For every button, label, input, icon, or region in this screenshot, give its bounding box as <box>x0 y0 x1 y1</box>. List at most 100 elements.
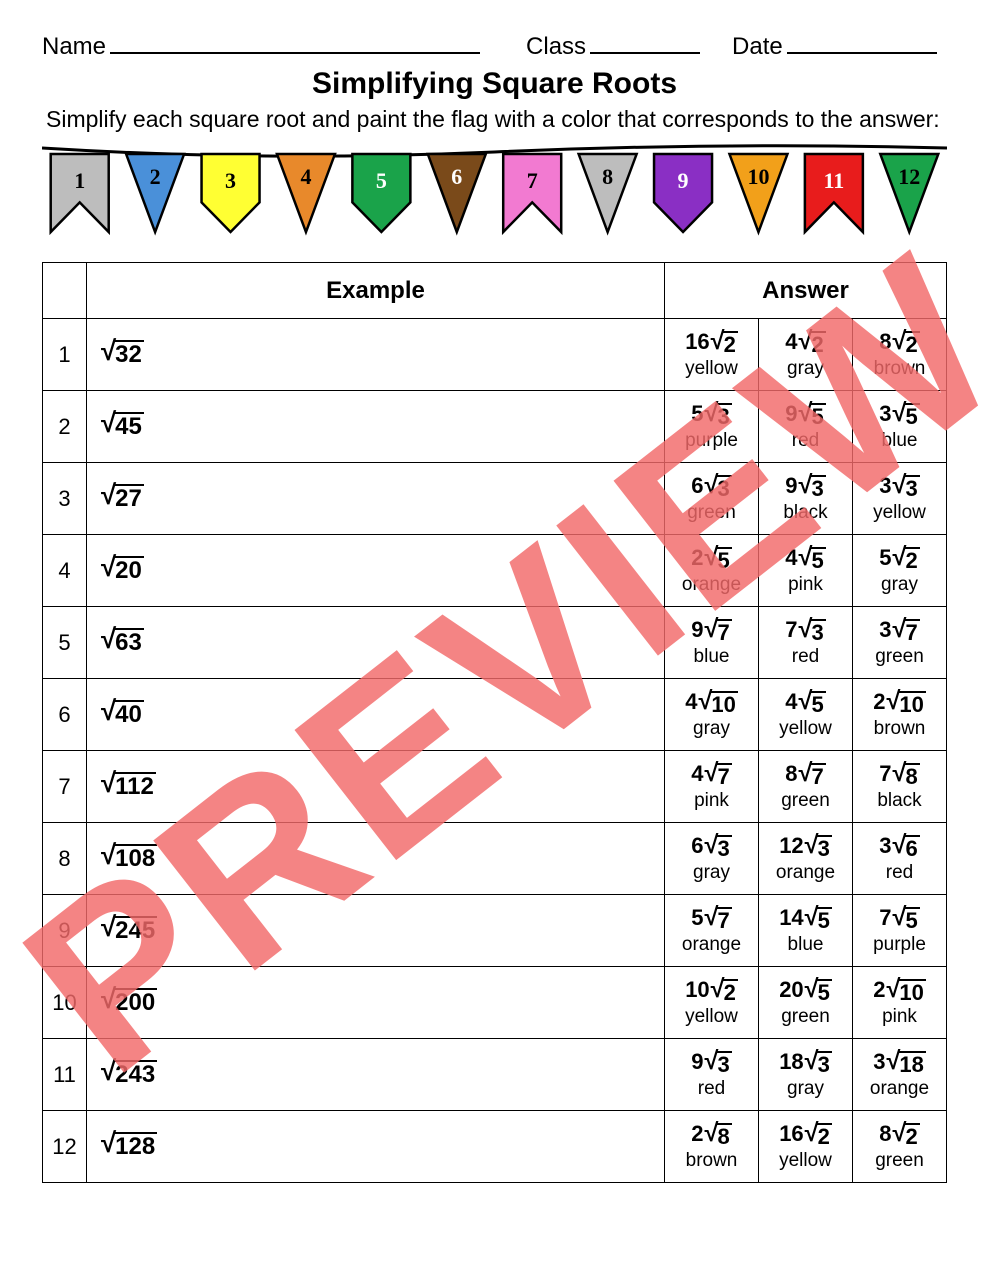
answer-option[interactable]: 6√3green <box>665 463 759 535</box>
row-number: 10 <box>43 967 87 1039</box>
row-number: 1 <box>43 319 87 391</box>
header-answer: Answer <box>665 263 947 319</box>
answer-option[interactable]: 18√3gray <box>759 1039 853 1111</box>
answer-option[interactable]: 7√8black <box>853 751 947 823</box>
row-number: 11 <box>43 1039 87 1111</box>
answer-option[interactable]: 12√3orange <box>759 823 853 895</box>
table-row: 2√455√3purple9√5red3√5blue <box>43 391 947 463</box>
row-number: 9 <box>43 895 87 967</box>
example-cell: √243 <box>87 1039 665 1111</box>
flag-number: 7 <box>527 168 538 193</box>
flag-9 <box>654 154 712 232</box>
name-blank[interactable] <box>110 28 480 54</box>
example-cell: √245 <box>87 895 665 967</box>
example-cell: √200 <box>87 967 665 1039</box>
instructions: Simplify each square root and paint the … <box>46 105 947 134</box>
worksheet-table: Example Answer 1√3216√2yellow4√2gray8√2b… <box>42 262 947 1183</box>
page-title: Simplifying Square Roots <box>42 67 947 101</box>
row-number: 4 <box>43 535 87 607</box>
row-number: 3 <box>43 463 87 535</box>
row-number: 2 <box>43 391 87 463</box>
answer-option[interactable]: 4√5pink <box>759 535 853 607</box>
table-row: 3√276√3green9√3black3√3yellow <box>43 463 947 535</box>
table-row: 10√20010√2yellow20√5green2√10pink <box>43 967 947 1039</box>
answer-option[interactable]: 2√10brown <box>853 679 947 751</box>
answer-option[interactable]: 16√2yellow <box>759 1111 853 1183</box>
answer-option[interactable]: 9√3black <box>759 463 853 535</box>
example-cell: √112 <box>87 751 665 823</box>
flag-number: 6 <box>451 164 462 189</box>
table-row: 1√3216√2yellow4√2gray8√2brown <box>43 319 947 391</box>
answer-option[interactable]: 5√7orange <box>665 895 759 967</box>
header-fields: Name Class Date <box>42 28 947 61</box>
table-row: 11√2439√3red18√3gray3√18orange <box>43 1039 947 1111</box>
answer-option[interactable]: 3√18orange <box>853 1039 947 1111</box>
flag-number: 11 <box>823 168 844 193</box>
example-cell: √45 <box>87 391 665 463</box>
row-number: 6 <box>43 679 87 751</box>
flag-number: 8 <box>602 164 613 189</box>
answer-option[interactable]: 4√2gray <box>759 319 853 391</box>
answer-option[interactable]: 2√10pink <box>853 967 947 1039</box>
answer-option[interactable]: 9√5red <box>759 391 853 463</box>
example-cell: √108 <box>87 823 665 895</box>
answer-option[interactable]: 8√7green <box>759 751 853 823</box>
table-header-row: Example Answer <box>43 263 947 319</box>
answer-option[interactable]: 7√3red <box>759 607 853 679</box>
flag-11 <box>805 154 863 232</box>
example-cell: √63 <box>87 607 665 679</box>
flag-number: 10 <box>747 164 769 189</box>
flag-number: 9 <box>678 168 689 193</box>
table-row: 12√1282√8brown16√2yellow8√2green <box>43 1111 947 1183</box>
answer-option[interactable]: 20√5green <box>759 967 853 1039</box>
answer-option[interactable]: 2√5orange <box>665 535 759 607</box>
answer-option[interactable]: 6√3gray <box>665 823 759 895</box>
answer-option[interactable]: 3√7green <box>853 607 947 679</box>
answer-option[interactable]: 5√2gray <box>853 535 947 607</box>
flag-7 <box>503 154 561 232</box>
flag-number: 2 <box>150 164 161 189</box>
row-number: 7 <box>43 751 87 823</box>
flag-number: 1 <box>74 168 85 193</box>
example-cell: √32 <box>87 319 665 391</box>
table-row: 9√2455√7orange14√5blue7√5purple <box>43 895 947 967</box>
worksheet-page: Name Class Date Simplifying Square Roots… <box>0 0 989 1280</box>
flag-5 <box>352 154 410 232</box>
answer-option[interactable]: 16√2yellow <box>665 319 759 391</box>
header-blank <box>43 263 87 319</box>
table-row: 8√1086√3gray12√3orange3√6red <box>43 823 947 895</box>
header-example: Example <box>87 263 665 319</box>
flag-number: 12 <box>898 164 920 189</box>
answer-option[interactable]: 4√7pink <box>665 751 759 823</box>
answer-option[interactable]: 4√5yellow <box>759 679 853 751</box>
flag-number: 5 <box>376 168 387 193</box>
bunting-graphic: 123456789101112 <box>42 136 947 266</box>
answer-option[interactable]: 9√3red <box>665 1039 759 1111</box>
name-label: Name <box>42 33 106 61</box>
row-number: 12 <box>43 1111 87 1183</box>
answer-option[interactable]: 2√8brown <box>665 1111 759 1183</box>
example-cell: √128 <box>87 1111 665 1183</box>
date-blank[interactable] <box>787 28 937 54</box>
table-row: 5√639√7blue7√3red3√7green <box>43 607 947 679</box>
answer-option[interactable]: 3√6red <box>853 823 947 895</box>
row-number: 5 <box>43 607 87 679</box>
answer-option[interactable]: 10√2yellow <box>665 967 759 1039</box>
answer-option[interactable]: 14√5blue <box>759 895 853 967</box>
table-row: 7√1124√7pink8√7green7√8black <box>43 751 947 823</box>
class-blank[interactable] <box>590 28 700 54</box>
answer-option[interactable]: 3√3yellow <box>853 463 947 535</box>
flag-number: 4 <box>300 164 311 189</box>
answer-option[interactable]: 4√10gray <box>665 679 759 751</box>
answer-option[interactable]: 5√3purple <box>665 391 759 463</box>
answer-option[interactable]: 9√7blue <box>665 607 759 679</box>
answer-option[interactable]: 7√5purple <box>853 895 947 967</box>
table-row: 4√202√5orange4√5pink5√2gray <box>43 535 947 607</box>
answer-option[interactable]: 8√2green <box>853 1111 947 1183</box>
class-label: Class <box>526 33 586 61</box>
row-number: 8 <box>43 823 87 895</box>
answer-option[interactable]: 8√2brown <box>853 319 947 391</box>
flag-number: 3 <box>225 168 236 193</box>
date-label: Date <box>732 33 783 61</box>
answer-option[interactable]: 3√5blue <box>853 391 947 463</box>
